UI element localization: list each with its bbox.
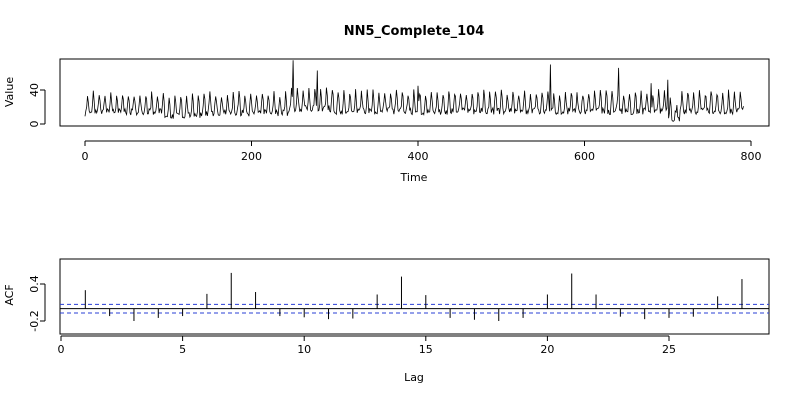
- x-tick-label-bottom: 0: [58, 343, 65, 356]
- x-tick-label-top: 0: [82, 150, 89, 163]
- x-axis-label-bottom: Lag: [404, 371, 424, 384]
- plot-frame-bottom: [59, 258, 770, 335]
- y-tick-label-bottom: 0.4: [28, 275, 41, 293]
- y-tick-label-top: 40: [28, 83, 41, 97]
- y-axis-label-top: Value: [3, 77, 16, 107]
- y-axis-label-bottom: ACF: [3, 284, 16, 305]
- x-tick-label-bottom: 10: [297, 343, 311, 356]
- x-axis-label-top: Time: [400, 171, 428, 184]
- chart-title: NN5_Complete_104: [344, 24, 485, 39]
- y-tick-label-bottom: -0.2: [28, 310, 41, 331]
- x-tick-label-top: 600: [574, 150, 595, 163]
- x-tick-label-bottom: 15: [419, 343, 433, 356]
- x-tick-label-top: 400: [408, 150, 429, 163]
- series-line: [84, 60, 744, 122]
- x-tick-label-bottom: 20: [540, 343, 554, 356]
- plot-frame-top: [59, 58, 770, 127]
- x-tick-label-top: 800: [741, 150, 762, 163]
- x-tick-label-bottom: 25: [662, 343, 676, 356]
- acf-panel: Lag ACF 0 5 10 15 20 25 -0.2 0.4: [3, 258, 770, 384]
- time-series-panel: Time Value 0 200 400 600 800 0 40: [3, 58, 770, 184]
- y-tick-label-top: 0: [28, 121, 41, 128]
- x-tick-label-bottom: 5: [179, 343, 186, 356]
- x-tick-label-top: 200: [241, 150, 262, 163]
